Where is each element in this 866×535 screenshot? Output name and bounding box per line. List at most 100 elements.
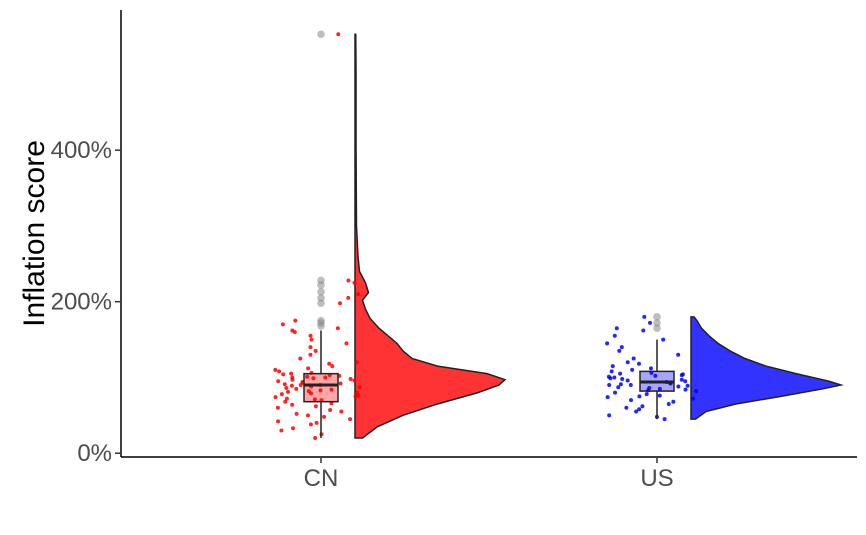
- data-point: [352, 378, 357, 383]
- data-point: [657, 393, 662, 398]
- data-point: [322, 414, 327, 419]
- x-tick-label: US: [640, 465, 673, 492]
- data-point: [612, 333, 617, 338]
- data-point: [352, 280, 357, 285]
- data-point: [614, 326, 619, 331]
- data-point: [284, 396, 289, 401]
- data-point: [356, 393, 361, 398]
- data-point: [309, 337, 314, 342]
- data-point: [284, 386, 289, 391]
- data-point: [685, 383, 690, 388]
- data-point: [282, 382, 287, 387]
- data-point: [327, 361, 332, 366]
- data-point: [308, 352, 313, 357]
- data-point: [357, 385, 362, 390]
- data-point: [273, 395, 278, 400]
- outlier-point: [317, 276, 325, 285]
- data-point: [354, 360, 359, 365]
- data-point: [344, 341, 349, 346]
- data-point: [605, 341, 610, 346]
- data-point: [329, 387, 334, 392]
- outlier-point: [317, 299, 325, 308]
- data-point: [676, 352, 681, 357]
- data-point: [628, 383, 633, 388]
- data-point: [647, 386, 652, 391]
- data-point: [328, 408, 333, 413]
- outlier-point: [653, 324, 661, 333]
- data-point: [648, 366, 653, 371]
- data-point: [618, 382, 623, 387]
- data-point: [289, 383, 294, 388]
- data-point: [286, 389, 291, 394]
- data-point: [298, 356, 303, 361]
- data-point: [679, 377, 684, 382]
- data-point: [290, 375, 295, 380]
- data-point: [283, 399, 288, 404]
- data-point: [306, 366, 311, 371]
- data-point: [676, 384, 681, 389]
- data-point: [637, 407, 642, 412]
- data-point: [606, 374, 611, 379]
- data-point: [290, 426, 295, 431]
- data-point: [290, 402, 295, 407]
- data-point: [330, 364, 335, 369]
- data-point: [610, 364, 615, 369]
- data-point: [308, 422, 313, 427]
- y-axis-title: Inflation score: [18, 140, 51, 327]
- data-point: [279, 392, 284, 397]
- data-point: [683, 379, 688, 384]
- data-point: [293, 318, 298, 323]
- data-point: [323, 375, 328, 380]
- data-point: [641, 328, 646, 333]
- data-point: [661, 337, 666, 342]
- data-point: [607, 383, 612, 388]
- data-point: [276, 419, 281, 424]
- data-point: [294, 411, 299, 416]
- data-point: [294, 386, 299, 391]
- outlier-point: [317, 294, 325, 302]
- data-point: [335, 326, 340, 331]
- data-point: [312, 397, 317, 402]
- data-point: [348, 376, 353, 381]
- data-point: [313, 348, 318, 353]
- outlier-point: [317, 288, 325, 296]
- data-point: [617, 348, 622, 353]
- data-point: [277, 369, 282, 374]
- group-us: [605, 313, 844, 422]
- data-point: [607, 413, 612, 418]
- data-point: [683, 387, 688, 392]
- data-point: [625, 378, 630, 383]
- data-point: [273, 367, 278, 372]
- data-point: [619, 345, 624, 350]
- data-point: [308, 333, 313, 338]
- data-point: [311, 376, 316, 381]
- data-point: [694, 389, 699, 394]
- data-point: [356, 292, 361, 297]
- data-point: [314, 420, 319, 425]
- data-point: [275, 405, 280, 410]
- data-point: [605, 395, 610, 400]
- data-point: [346, 278, 351, 283]
- data-point: [313, 436, 318, 441]
- data-point: [644, 392, 649, 397]
- data-point: [305, 374, 310, 379]
- data-point: [306, 389, 311, 394]
- data-point: [337, 301, 342, 306]
- data-point: [629, 398, 634, 403]
- data-point: [616, 385, 621, 390]
- data-point: [305, 413, 310, 418]
- x-axis-ticks: CN US: [304, 457, 674, 492]
- data-point: [279, 428, 284, 433]
- data-point: [637, 394, 642, 399]
- box-cn: [303, 372, 339, 403]
- y-tick-label: 200%: [51, 289, 112, 316]
- data-point: [612, 375, 617, 380]
- data-point: [290, 328, 295, 333]
- data-point: [637, 361, 642, 366]
- data-point: [313, 404, 318, 409]
- data-point: [640, 404, 645, 409]
- outlier-point: [317, 30, 325, 39]
- outlier-point: [653, 319, 661, 327]
- data-point: [289, 371, 294, 376]
- data-point: [624, 405, 629, 410]
